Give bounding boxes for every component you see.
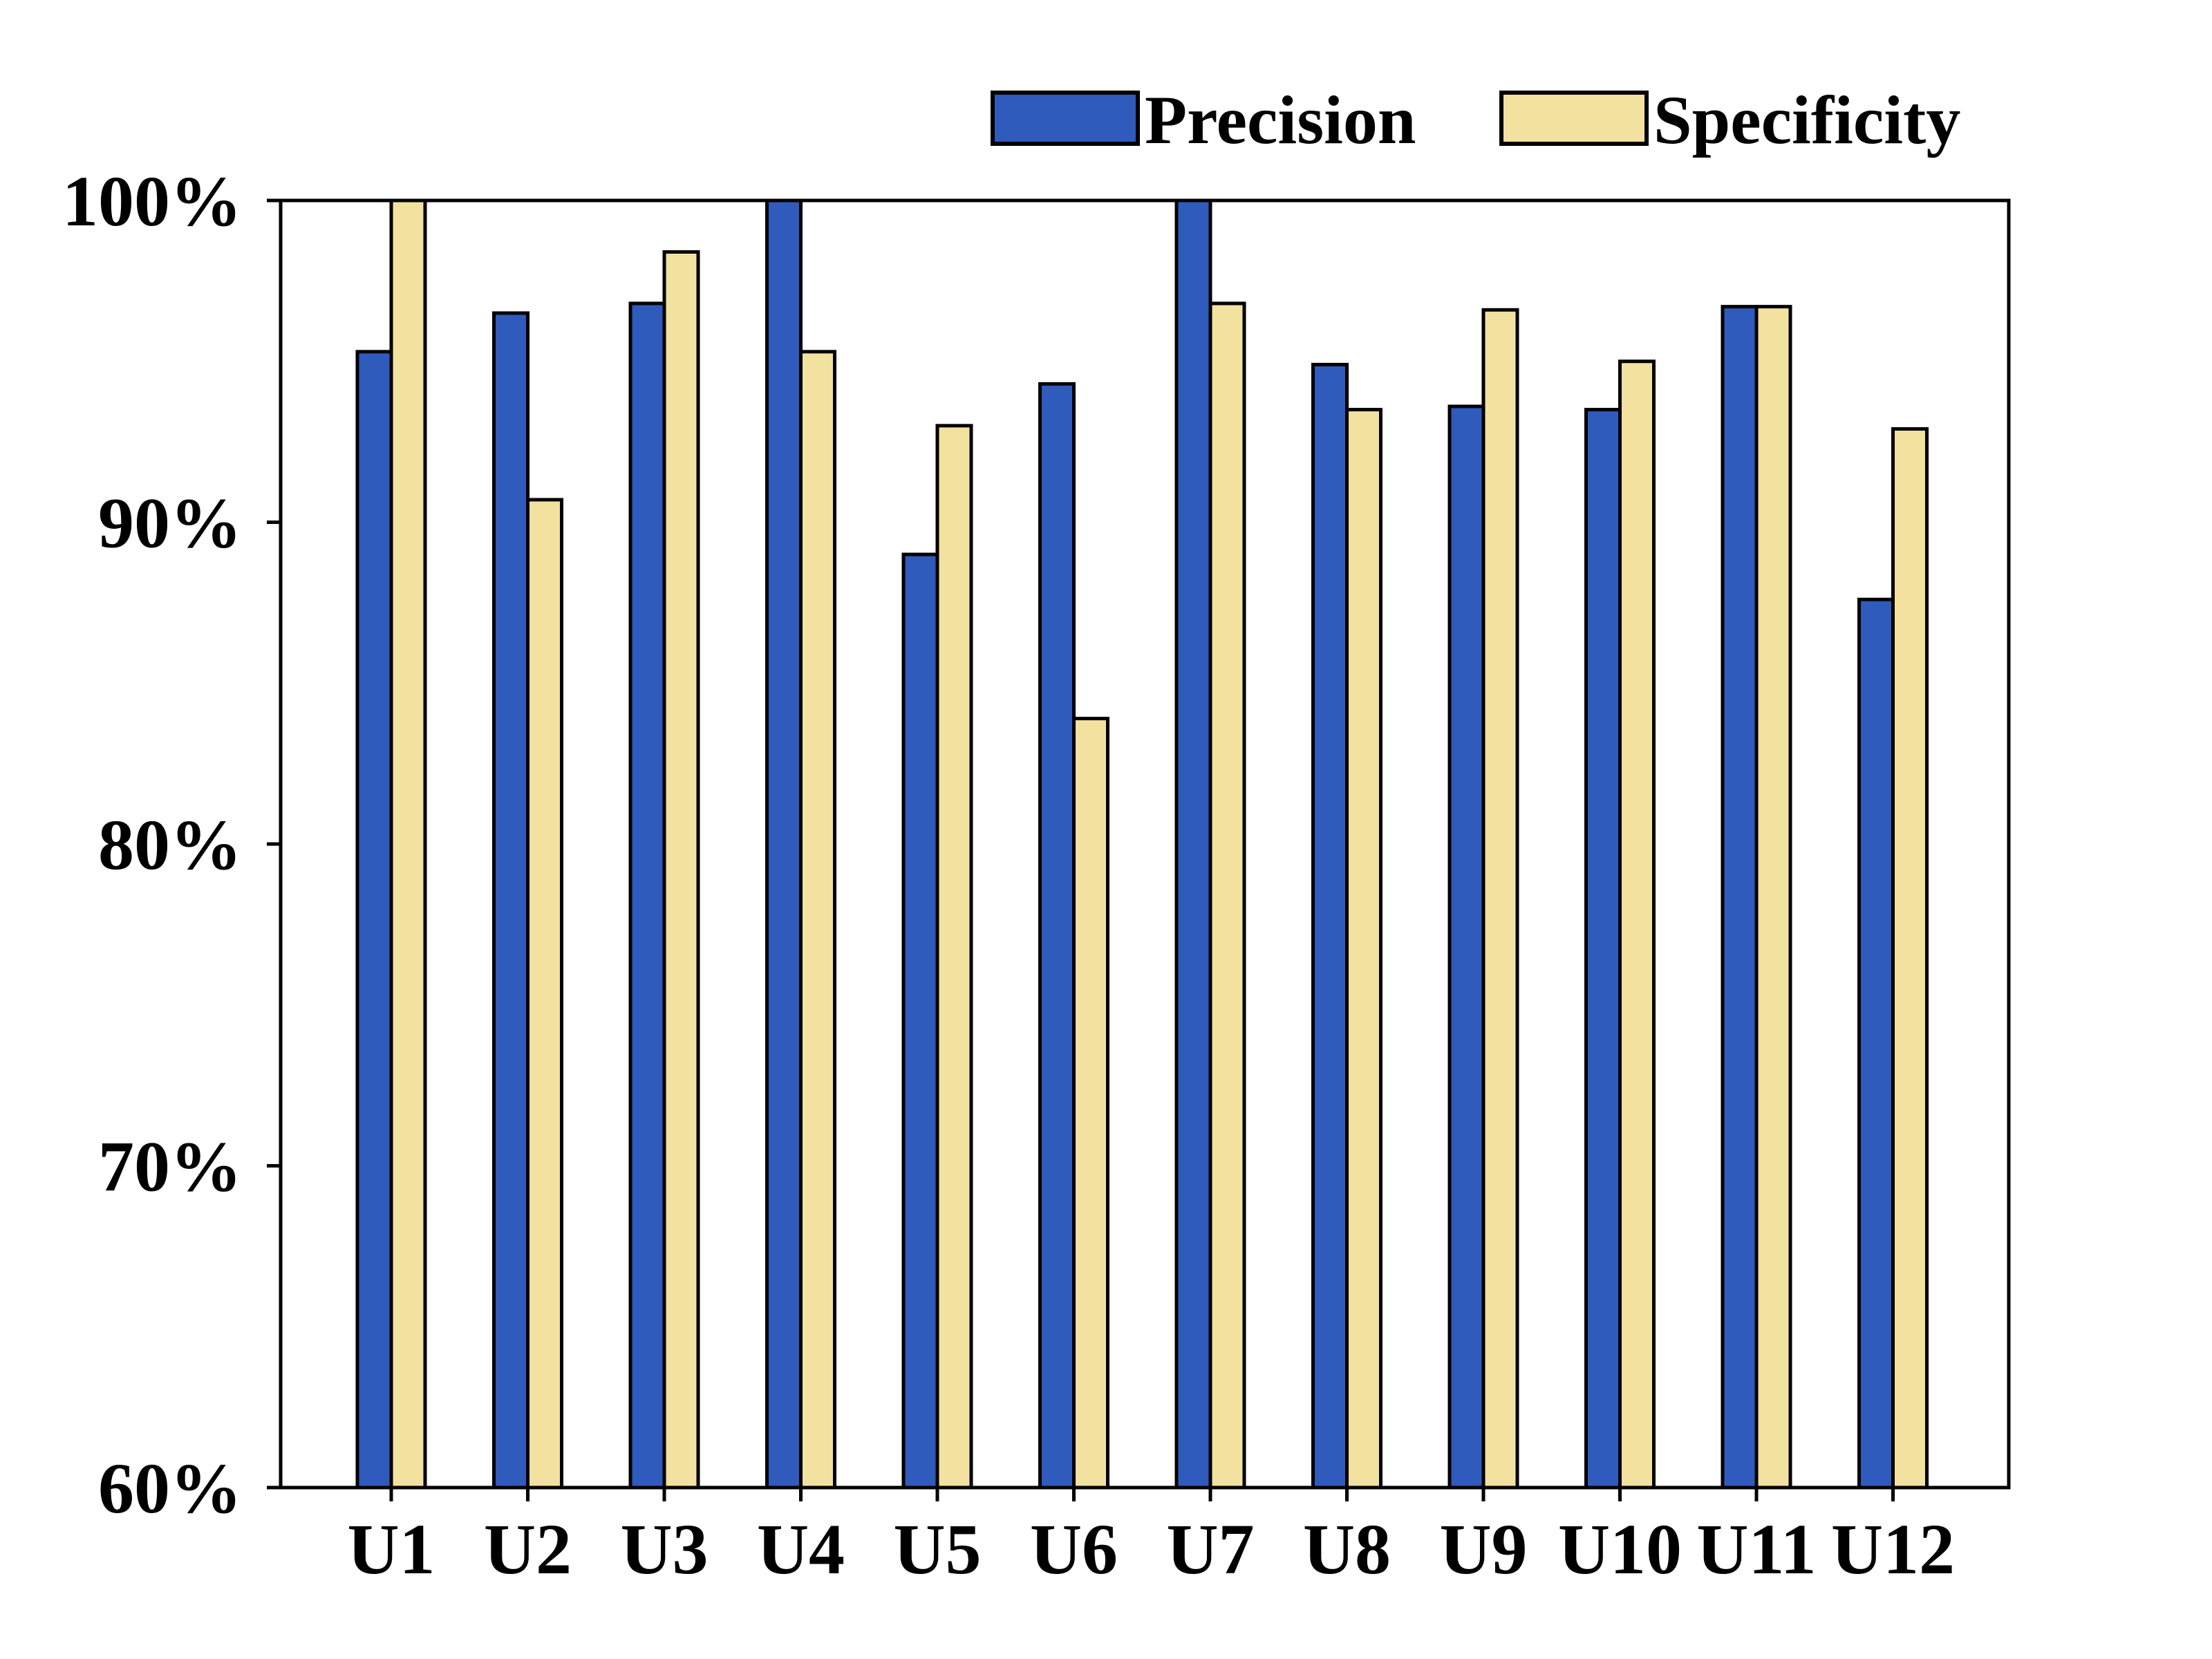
legend-label-precision: Precision: [1145, 82, 1416, 158]
bar-specificity-u11: [1754, 305, 1792, 1490]
bar-specificity-u5: [935, 424, 973, 1490]
x-tick-label-u2: U2: [484, 1510, 572, 1589]
x-axis: U1 U2 U3 U4 U5 U6 U7 U8 U9 U10 U11 U12: [347, 1488, 1955, 1589]
legend: Precision Specificity: [991, 82, 1960, 158]
x-tick-label-u5: U5: [893, 1510, 981, 1589]
y-tick-label-90: 90%: [98, 484, 242, 563]
bar-precision-u5: [901, 552, 939, 1490]
bar-precision-u11: [1721, 305, 1759, 1490]
bar-specificity-u9: [1481, 308, 1519, 1490]
x-tick-label-u10: U10: [1558, 1510, 1682, 1589]
y-tick-label-60: 60%: [98, 1449, 242, 1528]
bar-precision-u1: [355, 350, 393, 1490]
bar-specificity-u4: [799, 350, 836, 1490]
bar-specificity-u8: [1345, 408, 1382, 1490]
bar-precision-u3: [628, 301, 666, 1490]
bar-precision-u6: [1038, 382, 1076, 1490]
bar-precision-u4: [765, 198, 803, 1490]
x-tick-label-u11: U11: [1696, 1510, 1816, 1589]
x-tick-label-u6: U6: [1030, 1510, 1118, 1589]
legend-swatch-precision: [991, 91, 1140, 146]
y-axis: 60% 70% 80% 90% 100%: [62, 162, 281, 1528]
bar-specificity-u10: [1618, 359, 1656, 1490]
bar-specificity-u12: [1891, 427, 1929, 1490]
x-tick-label-u3: U3: [620, 1510, 708, 1589]
legend-swatch-specificity: [1499, 91, 1649, 146]
bar-specificity-u1: [389, 198, 427, 1490]
bar-specificity-u6: [1072, 716, 1109, 1490]
x-tick-label-u8: U8: [1303, 1510, 1391, 1589]
x-tick-label-u9: U9: [1439, 1510, 1527, 1589]
bar-precision-u7: [1174, 198, 1212, 1490]
x-tick-label-u1: U1: [347, 1510, 435, 1589]
bars-group: [355, 198, 1929, 1490]
y-tick-label-80: 80%: [98, 805, 242, 885]
x-tick-label-u7: U7: [1166, 1510, 1254, 1589]
bar-precision-u2: [492, 311, 529, 1490]
x-tick-label-u4: U4: [757, 1510, 845, 1589]
legend-label-specificity: Specificity: [1653, 82, 1960, 158]
y-tick-label-70: 70%: [98, 1127, 242, 1207]
bar-precision-u12: [1857, 597, 1895, 1490]
bar-specificity-u3: [662, 250, 700, 1490]
x-tick-label-u12: U12: [1831, 1510, 1955, 1589]
bar-specificity-u2: [526, 498, 563, 1490]
bar-precision-u9: [1447, 404, 1485, 1490]
y-tick-label-100: 100%: [62, 162, 242, 241]
bar-precision-u10: [1584, 408, 1622, 1490]
bar-precision-u8: [1311, 362, 1349, 1490]
bar-specificity-u7: [1208, 301, 1246, 1490]
